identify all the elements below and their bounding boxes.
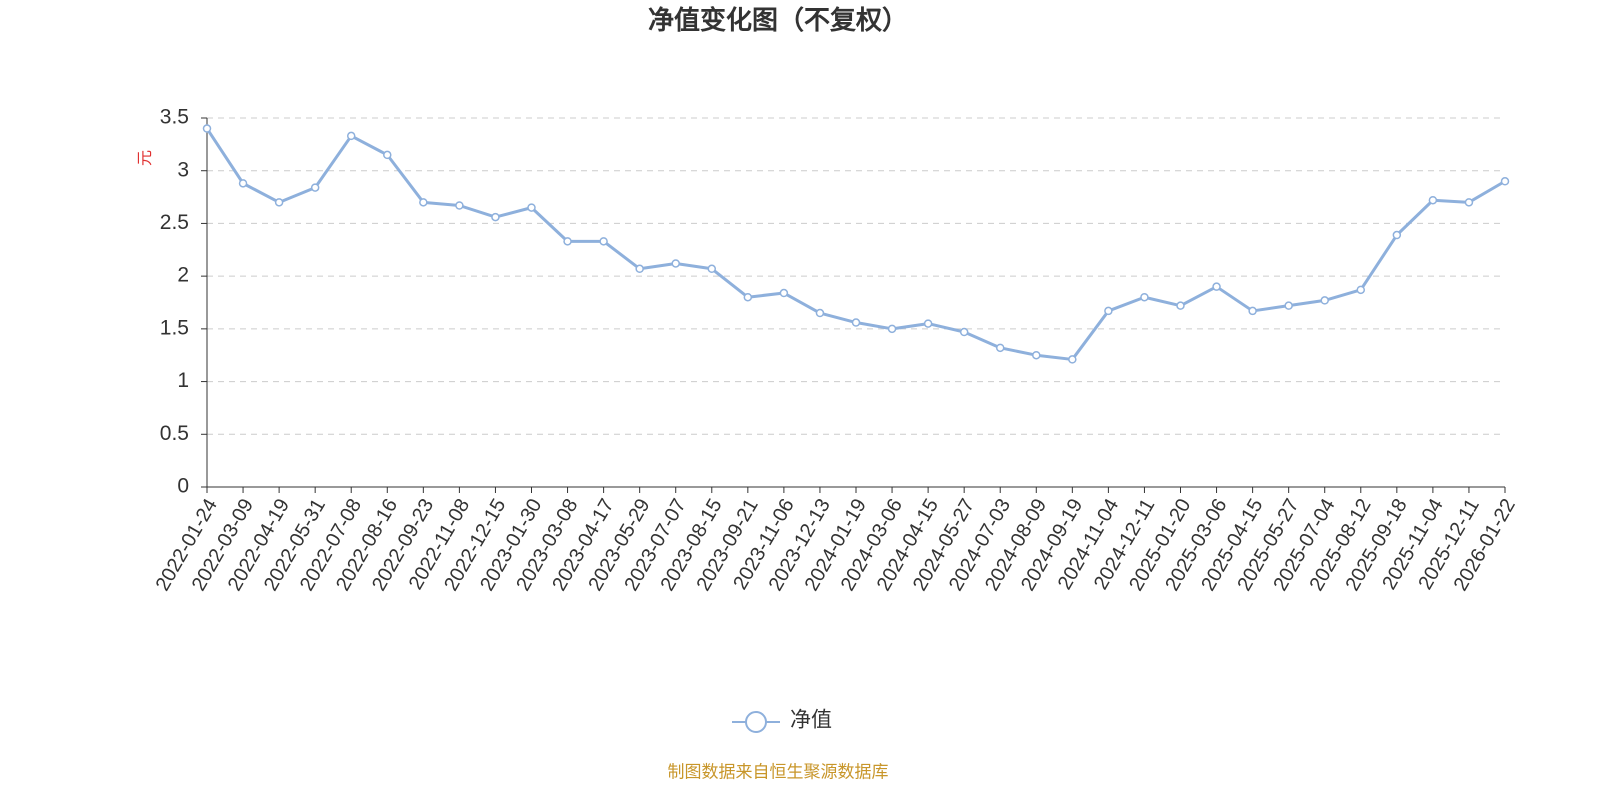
point bbox=[995, 343, 1005, 353]
chart-title: 净值变化图（不复权） bbox=[648, 5, 908, 35]
point bbox=[1392, 230, 1402, 240]
source-note: 制图数据来自恒生聚源数据库 bbox=[668, 762, 889, 781]
point bbox=[1212, 282, 1221, 291]
point bbox=[959, 327, 969, 337]
point bbox=[1032, 350, 1041, 360]
point bbox=[779, 288, 789, 298]
point bbox=[1320, 296, 1329, 305]
point bbox=[635, 264, 644, 274]
point bbox=[346, 131, 356, 141]
point bbox=[1068, 355, 1077, 364]
point bbox=[563, 237, 572, 246]
y-tick-label: 3.5 bbox=[160, 106, 189, 129]
point bbox=[1464, 198, 1474, 207]
point bbox=[202, 124, 212, 133]
point bbox=[1356, 285, 1366, 295]
point bbox=[274, 198, 284, 207]
legend-marker bbox=[745, 711, 767, 733]
point bbox=[923, 319, 933, 328]
point bbox=[1176, 301, 1185, 310]
y-tick-label: 2 bbox=[177, 264, 189, 287]
point bbox=[491, 212, 500, 222]
point bbox=[1104, 306, 1113, 316]
point bbox=[310, 183, 320, 192]
y-tick-label: 1 bbox=[177, 369, 189, 392]
point bbox=[887, 324, 897, 334]
y-tick-label: 0.5 bbox=[160, 422, 189, 445]
y-tick-label: 0 bbox=[177, 475, 189, 498]
point bbox=[1428, 195, 1438, 205]
point bbox=[1284, 301, 1293, 310]
y-axis-label: 元 bbox=[137, 150, 154, 166]
y-tick-label: 1.5 bbox=[160, 316, 189, 339]
point bbox=[1140, 292, 1149, 302]
point bbox=[383, 150, 392, 160]
point bbox=[743, 292, 753, 302]
point bbox=[238, 179, 248, 188]
point bbox=[671, 259, 680, 268]
point bbox=[455, 201, 464, 210]
point bbox=[1500, 177, 1510, 186]
point bbox=[599, 237, 608, 246]
point bbox=[1248, 306, 1257, 316]
point bbox=[851, 318, 861, 327]
legend-label: 净值 bbox=[790, 709, 832, 732]
point bbox=[527, 203, 536, 212]
point bbox=[707, 264, 717, 274]
point bbox=[419, 198, 428, 207]
y-tick-label: 3 bbox=[177, 158, 189, 181]
y-tick-label: 2.5 bbox=[160, 211, 189, 234]
point bbox=[815, 308, 825, 318]
